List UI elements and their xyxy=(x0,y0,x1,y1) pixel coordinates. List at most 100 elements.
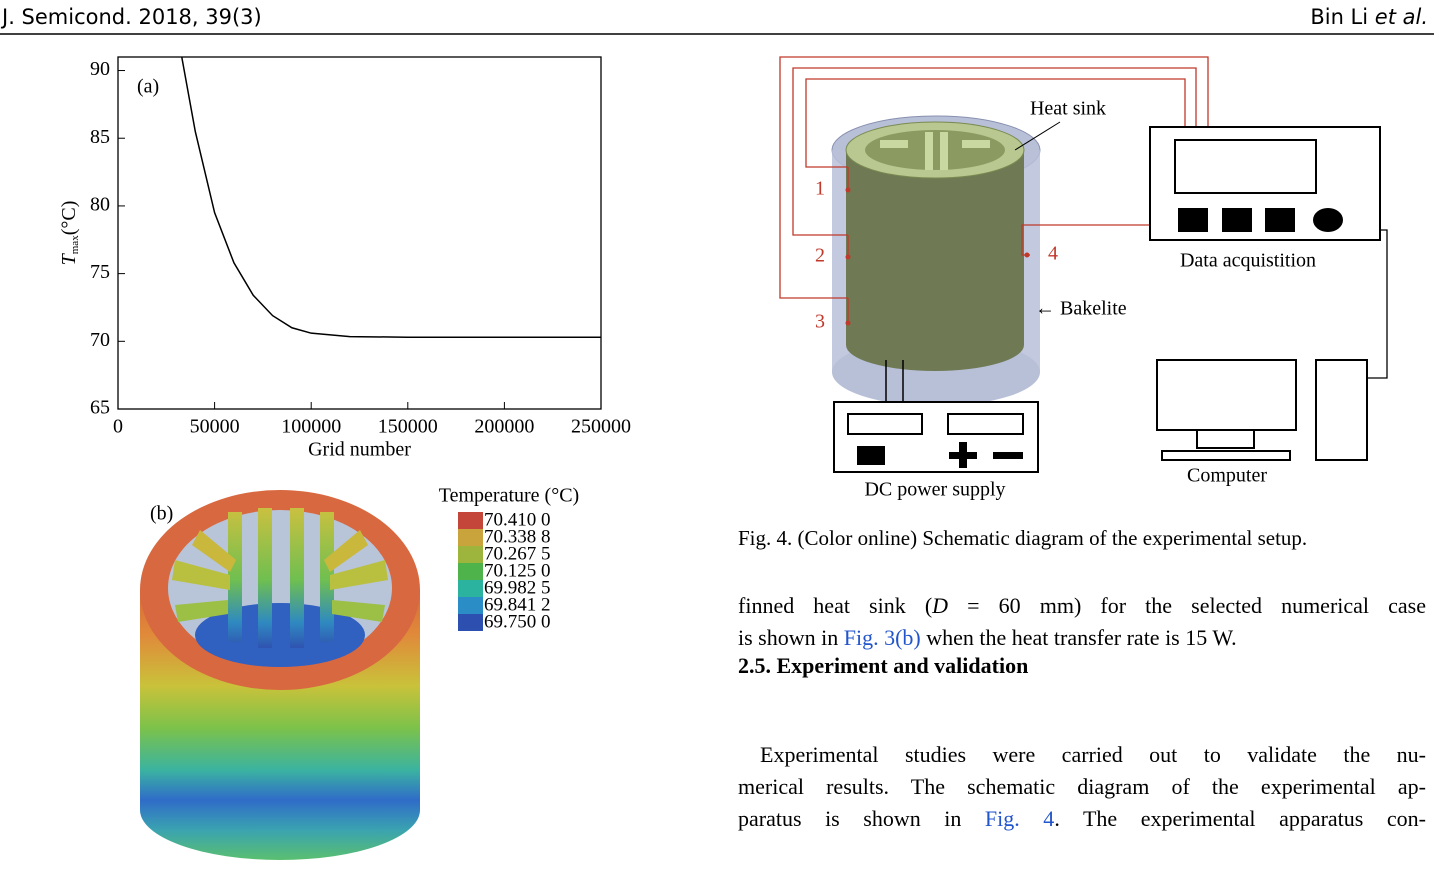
heat-sink-render xyxy=(290,508,304,648)
diagram-label: 1 xyxy=(815,178,825,200)
text: merical results. The schematic diagram o… xyxy=(738,774,1426,799)
colorbar-swatch xyxy=(458,546,483,563)
colorbar-label: 69.841 2 xyxy=(484,594,551,615)
schematic xyxy=(962,140,990,148)
colorbar-swatch xyxy=(458,512,483,529)
schematic xyxy=(1014,121,1061,151)
legend-title: Temperature (°C) xyxy=(439,485,579,507)
plot-frame xyxy=(117,56,602,410)
x-tick-label: 100000 xyxy=(281,416,341,438)
heat-sink-render xyxy=(140,490,420,860)
y-tick-label: 75 xyxy=(90,261,110,283)
x-tick-label: 50000 xyxy=(190,416,240,438)
colorbar-swatch xyxy=(458,529,483,546)
diagram-label: ← Bakelite xyxy=(1035,298,1127,320)
heat-sink-render xyxy=(172,560,230,590)
schematic xyxy=(845,254,851,260)
schematic xyxy=(1024,252,1030,258)
diagram-label: 2 xyxy=(815,245,825,267)
text: when the heat transfer rate is 15 W. xyxy=(920,625,1237,650)
x-tick-label: 150000 xyxy=(378,416,438,438)
schematic xyxy=(845,320,851,326)
schematic xyxy=(925,132,933,170)
section-heading: 2.5. Experiment and validation xyxy=(738,653,1029,678)
schematic xyxy=(1156,359,1297,431)
y-tick-label: 85 xyxy=(90,126,110,148)
schematic xyxy=(880,140,908,148)
x-tick-label: 0 xyxy=(113,416,123,438)
schematic xyxy=(1161,450,1291,461)
text: paratus is shown in xyxy=(738,806,985,831)
schematic xyxy=(1196,429,1255,449)
schematic xyxy=(1178,208,1208,232)
colorbar-label: 70.125 0 xyxy=(484,560,551,581)
schematic xyxy=(959,442,967,468)
heat-sink-render xyxy=(192,530,236,572)
colorbar-swatch xyxy=(458,614,483,631)
diagram-label: 4 xyxy=(1048,243,1058,265)
schematic xyxy=(1367,229,1388,379)
y-axis-label-part: max xyxy=(69,235,81,254)
journal: J. Semicond. 2018, 39(3) xyxy=(0,5,262,29)
colorbar-swatch xyxy=(458,597,483,614)
schematic xyxy=(779,56,1388,473)
diagram-label: Heat sink xyxy=(1030,98,1106,120)
y-tick-label: 80 xyxy=(90,194,110,216)
x-tick-label: 250000 xyxy=(571,416,631,438)
text: is shown in xyxy=(738,625,844,650)
y-tick-label: 70 xyxy=(90,329,110,351)
y-axis-label-part: T xyxy=(58,252,80,265)
heat-sink-render xyxy=(175,600,228,622)
author-name: Bin Li xyxy=(1310,5,1368,29)
y-axis-label-part: (°C) xyxy=(58,201,80,236)
diagram-label: DC power supply xyxy=(864,479,1005,501)
x-tick-label: 200000 xyxy=(474,416,534,438)
diagram-label: 3 xyxy=(815,311,825,333)
panel-label: (a) xyxy=(137,76,159,98)
link[interactable]: Fig. 4 xyxy=(984,806,1055,831)
heat-sink-render xyxy=(140,760,420,860)
text-line: merical results. The schematic diagram o… xyxy=(738,771,1426,803)
schematic xyxy=(865,130,1005,170)
y-axis-label: Tmax(°C) xyxy=(58,201,81,266)
heat-sink-render xyxy=(330,560,388,590)
y-tick-label: 90 xyxy=(90,58,110,80)
heat-sink-render xyxy=(320,512,334,642)
schematic xyxy=(1222,208,1252,232)
schematic xyxy=(993,452,1023,459)
schematic xyxy=(845,187,851,193)
y-tick-label: 65 xyxy=(90,397,110,419)
text: . The experimental apparatus con- xyxy=(1054,806,1426,831)
chart: 0 50000 100000 150000 200000 250000 65 70 75 80 85… xyxy=(58,56,631,461)
schematic xyxy=(779,56,1209,323)
text-line: finned heat sink (D = 60 mm) for the sel… xyxy=(738,590,1426,622)
schematic xyxy=(847,413,923,435)
x-axis-label: Grid number xyxy=(308,439,411,461)
text: finned heat sink ( xyxy=(738,593,933,618)
schematic xyxy=(846,319,1024,371)
paragraph: finned heat sink (D = 60 mm) for the sel… xyxy=(738,590,1426,654)
heat-sink-render xyxy=(324,530,368,572)
heat-sink-render xyxy=(332,600,385,622)
colorbar-swatch xyxy=(458,580,483,597)
colorbar-label: 69.750 0 xyxy=(484,611,551,632)
data-line xyxy=(181,56,601,338)
text-line: Experimental studies were carried out to… xyxy=(738,739,1426,771)
text-line: paratus is shown in Fig. 4. The experime… xyxy=(738,803,1426,835)
author: Bin Li et al. xyxy=(1310,5,1428,29)
schematic xyxy=(1313,208,1343,232)
schematic xyxy=(857,446,885,465)
colorbar-label: 69.982 5 xyxy=(484,577,551,598)
symbol: D xyxy=(932,593,949,618)
colorbar-label: 70.267 5 xyxy=(484,543,551,564)
link[interactable]: Fig. 3(b) xyxy=(843,625,921,650)
text: = 60 mm) for the selected numerical case xyxy=(948,593,1426,618)
caption: Fig. 4. (Color online) Schematic diagram… xyxy=(738,526,1307,550)
panel-label: (b) xyxy=(150,503,173,525)
schematic xyxy=(1315,359,1368,461)
text-line: is shown in Fig. 3(b) when the heat tran… xyxy=(738,622,1426,654)
author-suffix: et al. xyxy=(1375,5,1428,29)
heat-sink-render xyxy=(258,508,272,648)
